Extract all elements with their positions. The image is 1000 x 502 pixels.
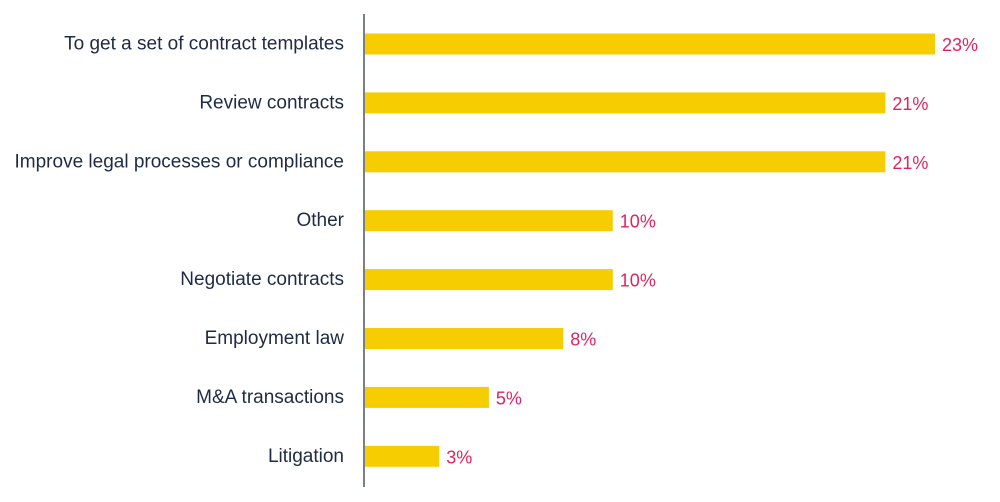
category-label: Employment law (205, 328, 345, 349)
bar (365, 386, 489, 408)
bar (365, 269, 613, 291)
value-label: 23% (942, 35, 978, 55)
value-label: 10% (620, 271, 656, 291)
value-label: 5% (496, 388, 522, 408)
bar (365, 328, 564, 349)
bars-group (365, 33, 935, 467)
category-label: Review contracts (199, 92, 344, 113)
bar (365, 445, 440, 467)
category-label: To get a set of contract templates (64, 34, 344, 55)
bar (365, 151, 886, 173)
value-label: 8% (570, 330, 596, 350)
category-label: Improve legal processes or compliance (15, 151, 345, 172)
category-label: Negotiate contracts (180, 269, 344, 290)
bar (365, 33, 935, 55)
bar (365, 92, 886, 114)
category-label: Litigation (268, 446, 344, 467)
value-label: 10% (620, 212, 656, 232)
category-label: M&A transactions (196, 387, 344, 408)
category-label: Other (296, 210, 344, 231)
value-label: 21% (892, 94, 928, 114)
bar (365, 210, 613, 232)
value-label: 3% (446, 447, 472, 467)
value-labels-group: 23% 21% 21% 10% 10% 8% 5% 3% (446, 35, 978, 467)
category-labels-group: To get a set of contract templates Review… (15, 34, 345, 467)
value-label: 21% (892, 153, 928, 173)
